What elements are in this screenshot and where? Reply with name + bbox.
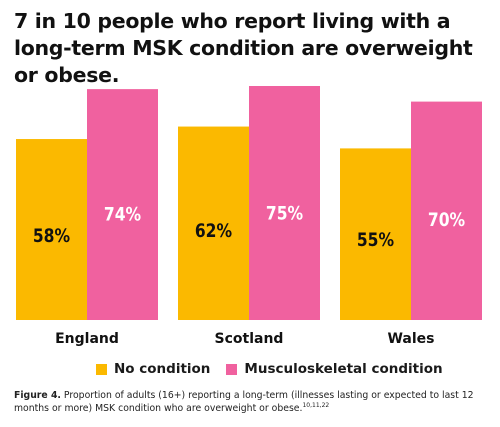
bar-england-msk-condition: [87, 89, 158, 321]
bar-scotland-no-condition: [178, 126, 249, 320]
data-label-wales-no-condition: 55%: [357, 230, 394, 252]
figure-caption: Figure 4. Proportion of adults (16+) rep…: [14, 389, 486, 415]
data-label-wales-msk-condition: 70%: [428, 210, 465, 232]
legend-swatch-msk-condition: [226, 363, 238, 375]
data-label-england-no-condition: 58%: [33, 226, 70, 248]
legend-label-msk-condition: Musculoskeletal condition: [244, 361, 443, 377]
caption-label: Figure 4.: [14, 390, 61, 401]
chart-legend: No condition Musculoskeletal condition: [96, 360, 443, 378]
caption-refs: 10,11,22: [302, 401, 330, 409]
legend-item-msk-condition: Musculoskeletal condition: [226, 361, 443, 377]
bar-wales-no-condition: [340, 148, 411, 320]
bar-chart: 58% 74% England 62% 75% Scotland 55% 70% Wales: [16, 86, 482, 347]
category-label-scotland: Scotland: [215, 331, 284, 347]
bar-scotland-msk-condition: [249, 86, 320, 320]
data-label-scotland-msk-condition: 75%: [266, 203, 303, 225]
data-label-england-msk-condition: 74%: [104, 204, 141, 226]
chart-title: 7 in 10 people who report living with a …: [14, 9, 473, 87]
legend-item-no-condition: No condition: [96, 361, 210, 377]
bar-wales-msk-condition: [411, 101, 482, 320]
category-label-england: England: [55, 331, 119, 347]
category-label-wales: Wales: [387, 331, 434, 347]
legend-label-no-condition: No condition: [114, 361, 211, 377]
legend-swatch-no-condition: [96, 363, 107, 375]
caption-text: Proportion of adults (16+) reporting a l…: [14, 390, 474, 414]
data-label-scotland-no-condition: 62%: [195, 220, 232, 242]
bar-england-no-condition: [16, 139, 87, 320]
